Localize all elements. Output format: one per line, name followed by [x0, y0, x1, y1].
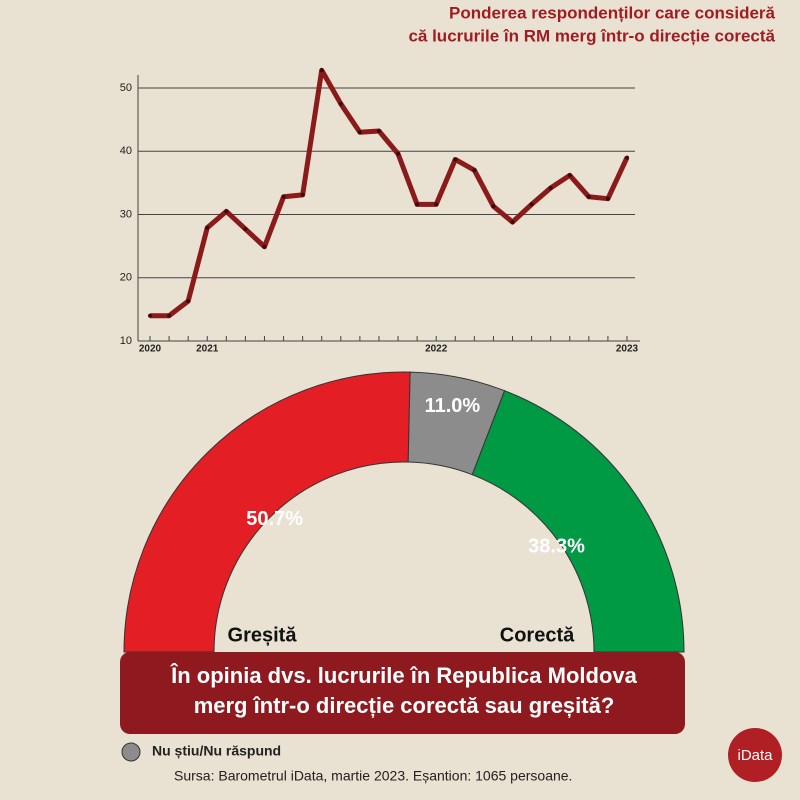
question-banner [120, 652, 685, 734]
data-point [415, 202, 420, 207]
data-point [586, 194, 591, 199]
data-point [205, 225, 210, 230]
data-point [243, 227, 248, 232]
y-tick-label: 30 [120, 208, 132, 220]
data-point [453, 157, 458, 162]
data-point [434, 202, 439, 207]
data-point [625, 155, 629, 160]
segment [471, 390, 685, 653]
logo: iData [737, 747, 773, 764]
value-label: 38.3% [528, 536, 585, 558]
y-tick-label: 40 [120, 145, 132, 157]
x-tick-label: 2020 [139, 344, 162, 355]
data-point [186, 299, 191, 304]
segment [123, 371, 411, 653]
data-point [567, 173, 572, 178]
y-tick-label: 50 [120, 82, 132, 94]
x-tick-label: 2021 [196, 344, 219, 355]
category-label: Greșită [228, 624, 298, 646]
data-point [281, 194, 286, 199]
source: Sursa: Barometrul iData, martie 2023. Eș… [174, 768, 572, 784]
question: merg într-o direcție corectă sau greșită… [194, 693, 615, 718]
data-point [357, 130, 362, 135]
data-point [605, 196, 610, 201]
data-point [529, 202, 534, 207]
chart-title: că lucrurile în RM merg într-o direcție … [408, 26, 775, 45]
y-tick-label: 20 [120, 272, 132, 284]
data-point [376, 129, 381, 134]
logo-circle [728, 728, 782, 782]
data-point [548, 185, 553, 190]
line-series [150, 67, 630, 319]
chart-title: Ponderea respondenților care consideră [449, 3, 775, 22]
data-point [300, 192, 305, 197]
data-point [491, 204, 496, 209]
value-label: 50.7% [246, 508, 303, 530]
legend-swatch [121, 742, 141, 762]
data-point [148, 313, 152, 318]
data-point [396, 151, 401, 156]
data-point [338, 101, 343, 106]
question: În opinia dvs. lucrurile în Republica Mo… [170, 663, 638, 688]
x-tick-label: 2023 [616, 344, 639, 355]
data-point [319, 68, 324, 73]
data-point [510, 220, 515, 225]
data-point [224, 209, 229, 214]
data-point [472, 168, 477, 173]
data-point [167, 313, 172, 318]
value-label: 11.0% [425, 395, 481, 417]
y-tick-label: 10 [120, 335, 132, 347]
data-point [262, 244, 267, 249]
legend-label: Nu știu/Nu răspund [152, 743, 281, 759]
category-label: Corectă [500, 624, 575, 646]
x-tick-label: 2022 [425, 344, 448, 355]
